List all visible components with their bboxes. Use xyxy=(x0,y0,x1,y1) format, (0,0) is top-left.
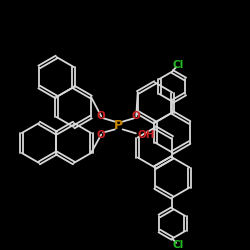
Text: O: O xyxy=(97,130,106,140)
Text: Cl: Cl xyxy=(172,60,184,70)
Text: Cl: Cl xyxy=(172,240,184,250)
Text: O: O xyxy=(132,111,140,121)
Text: O: O xyxy=(97,111,106,121)
Text: P: P xyxy=(114,119,123,132)
Text: OH: OH xyxy=(137,130,154,140)
